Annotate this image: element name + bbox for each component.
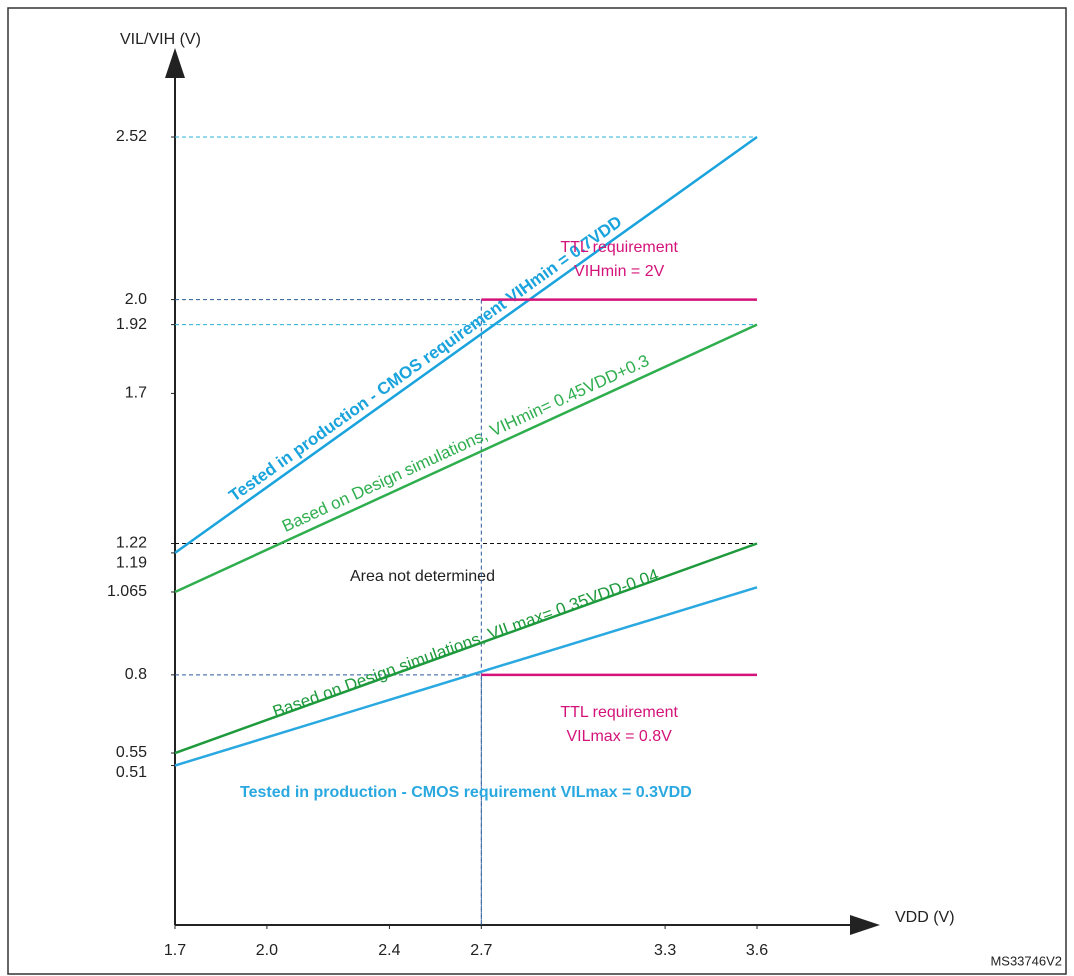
- x-tick-label: 2.0: [256, 942, 278, 959]
- y-tick-label: 2.0: [125, 291, 147, 308]
- annotation: MS33746V2: [990, 953, 1062, 968]
- series-line: [174, 586, 758, 767]
- series-line: [174, 323, 758, 594]
- series-label: TTL requirement: [560, 704, 678, 721]
- y-axis-label: VIL/VIH (V): [120, 31, 201, 48]
- x-axis-arrow: [850, 915, 880, 935]
- x-tick-label: 2.4: [378, 942, 400, 959]
- series-label: Tested in production - CMOS requirement …: [240, 784, 692, 801]
- x-tick-label: 3.6: [746, 942, 768, 959]
- x-tick-label: 3.3: [654, 942, 676, 959]
- y-tick-label: 1.065: [107, 583, 147, 600]
- y-tick-label: 0.51: [116, 764, 147, 781]
- x-tick-label: 1.7: [164, 942, 186, 959]
- y-tick-label: 0.8: [125, 666, 147, 683]
- series-label: VILmax = 0.8V: [566, 728, 672, 745]
- y-tick-label: 2.52: [116, 128, 147, 145]
- annotation: Area not determined: [350, 568, 495, 585]
- y-axis-arrow: [165, 48, 185, 78]
- y-tick-label: 1.22: [116, 535, 147, 552]
- y-tick-label: 1.19: [116, 555, 147, 572]
- x-axis-label: VDD (V): [895, 909, 955, 926]
- y-tick-label: 0.55: [116, 744, 147, 761]
- x-tick-label: 2.7: [470, 942, 492, 959]
- frame: [7, 7, 1067, 975]
- y-tick-label: 1.92: [116, 316, 147, 333]
- series-label: VIHmin = 2V: [574, 263, 665, 280]
- series-line: [174, 542, 758, 755]
- series-line: [174, 135, 758, 554]
- y-tick-label: 1.7: [125, 385, 147, 402]
- series-label: TTL requirement: [560, 239, 678, 256]
